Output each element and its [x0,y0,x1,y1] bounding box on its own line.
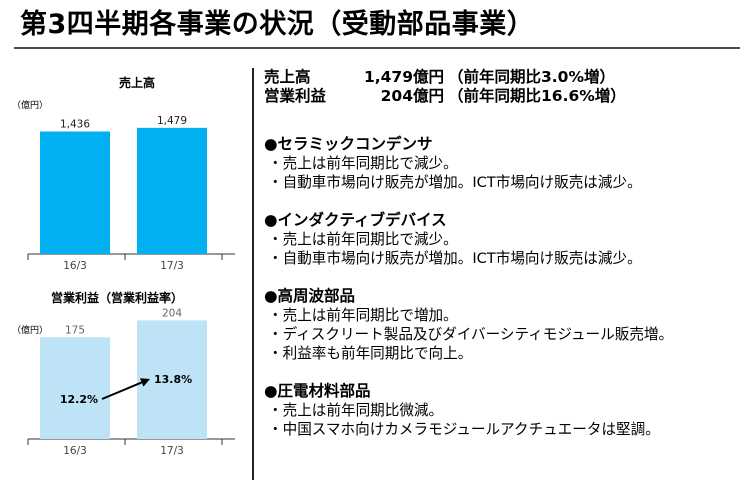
segment-title: ●セラミックコンデンサ [264,135,433,153]
page-title: 第3四半期各事業の状況（受動部品事業） [20,9,535,40]
x-tick-label: 16/3 [63,445,87,457]
bar-17-3 [137,127,207,254]
segment-block: ●セラミックコンデンサ・売上は前年同期比で減少。・自動車市場向け販売が増加。IC… [264,134,744,192]
operating-income-chart: 営業利益（営業利益率） （億円） 175 16/3 204 17/3 12.2% 13.8% [12,290,235,457]
chart-title: 営業利益（営業利益率） [51,290,183,305]
bar-16-3 [40,337,110,439]
segment-bullet: ・中国スマホ向けカメラモジュールアクチュエータは堅調。 [268,421,660,438]
segment-title: ●インダクティブデバイス [264,211,447,229]
summary-label: 売上高 [264,68,311,86]
segment-block: ●インダクティブデバイス・売上は前年同期比で減少。・自動車市場向け販売が増加。I… [264,210,744,268]
chart-title: 売上高 [119,75,155,90]
segment-bullet: ・売上は前年同期比で減少。 [268,231,458,248]
segment-block: ●圧電材料部品・売上は前年同期比微減。・中国スマホ向けカメラモジュールアクチュエ… [264,381,744,439]
bar-16-3 [40,131,110,254]
unit-label: （億円） [12,99,48,111]
bar-value-label: 175 [65,324,85,336]
segment-title: ●高周波部品 [264,287,356,305]
vertical-divider [252,68,254,480]
bar-value-label: 1,479 [157,115,187,127]
bar-value-label: 1,436 [60,119,90,131]
segment-bullet: ・自動車市場向け販売が増加。ICT市場向け販売は減少。 [268,250,642,267]
rate-trend-arrow-head [139,378,150,387]
segment-bullet: ・売上は前年同期比で減少。 [268,155,458,172]
segment-title: ●圧電材料部品 [264,382,371,400]
x-tick-label: 17/3 [160,445,184,457]
operating-margin-label: 13.8% [154,373,192,386]
segment-bullet: ・売上は前年同期比で増加。 [268,307,458,324]
summary-block: 売上高 1,479億円 （前年同期比3.0%増） 営業利益 204億円 （前年同期比16.… [264,68,626,106]
operating-margin-label: 12.2% [60,393,98,406]
x-tick-label: 16/3 [63,260,87,272]
summary-row: 売上高 1,479億円 （前年同期比3.0%増） [264,68,626,87]
unit-label: （億円） [12,324,48,336]
segment-bullet: ・売上は前年同期比微減。 [268,402,444,419]
bar-value-label: 204 [162,307,182,319]
summary-value: 1,479億円 [363,68,444,86]
summary-row: 営業利益 204億円 （前年同期比16.6%増） [264,87,626,106]
segments-block: ●セラミックコンデンサ ・売上は前年同期比で減少。 ・自動車市場向け販売が増加。IC… [264,134,744,457]
summary-note: （前年同期比3.0%増） [448,68,615,86]
segment-block: ●高周波部品・売上は前年同期比で増加。・ディスクリート製品及びダイバーシティモジ… [264,286,744,363]
title-underline [14,47,740,49]
rate-trend-arrow-line [101,381,143,400]
summary-label: 営業利益 [264,87,327,105]
summary-value: 204億円 [380,87,444,105]
segment-bullet: ・ディスクリート製品及びダイバーシティモジュール販売増。 [268,326,674,343]
x-tick-label: 17/3 [160,260,184,272]
sales-chart: 売上高 （億円） 1,436 16/3 1,479 17/3 [12,75,235,272]
segment-bullet: ・利益率も前年同期比で向上。 [268,345,473,362]
segment-bullet: ・自動車市場向け販売が増加。ICT市場向け販売は減少。 [268,174,642,191]
summary-note: （前年同期比16.6%増） [448,87,626,105]
